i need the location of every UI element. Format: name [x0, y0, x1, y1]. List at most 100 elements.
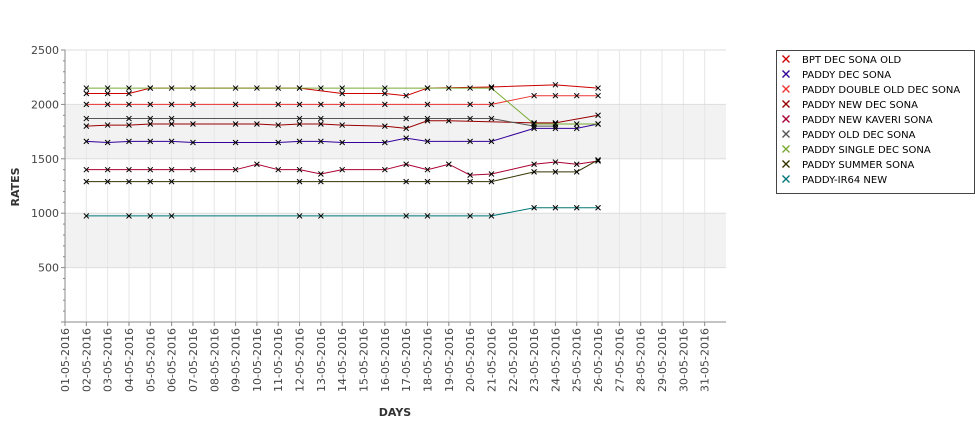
data-point	[381, 90, 388, 97]
data-point	[339, 90, 346, 97]
legend-item: PADDY NEW KAVERI SONA	[782, 115, 933, 126]
plot-bands	[65, 104, 726, 268]
x-tick-label: 06-05-2016	[166, 328, 179, 392]
legend-item: PADDY-IR64 NEW	[782, 175, 887, 186]
data-point	[424, 117, 431, 124]
axes	[61, 49, 726, 326]
data-point	[104, 90, 111, 97]
legend-item: PADDY SUMMER SONA	[782, 160, 914, 171]
data-point	[254, 161, 260, 168]
x-tick-label: 19-05-2016	[443, 328, 456, 392]
data-point	[126, 85, 132, 91]
legend-item: PADDY DOUBLE OLD DEC SONA	[782, 85, 960, 96]
x-tick-label: 31-05-2016	[699, 328, 712, 392]
data-point	[83, 101, 90, 108]
data-point	[232, 101, 239, 108]
x-tick-label: 17-05-2016	[400, 328, 413, 392]
data-point	[424, 178, 431, 185]
data-point	[275, 122, 282, 128]
y-tick-label: 500	[38, 262, 59, 275]
legend-label: BPT DEC SONA OLD	[802, 55, 902, 66]
data-point	[126, 122, 132, 128]
data-point	[104, 166, 111, 173]
data-point	[147, 213, 154, 219]
data-point	[531, 125, 537, 132]
data-point	[467, 213, 473, 219]
data-point	[104, 85, 111, 91]
data-point	[339, 166, 346, 173]
legend-marker	[782, 175, 790, 183]
legend-item: BPT DEC SONA OLD	[782, 55, 902, 66]
x-tick-label: 13-05-2016	[315, 328, 328, 392]
data-point	[403, 161, 410, 168]
data-point	[232, 121, 239, 127]
x-tick-label: 03-05-2016	[102, 328, 115, 392]
y-tick-label: 2500	[31, 44, 59, 57]
series-2	[83, 92, 601, 108]
data-point	[339, 101, 346, 108]
x-tick-label: 07-05-2016	[187, 328, 200, 392]
x-tick-label: 20-05-2016	[464, 328, 477, 392]
x-tick-label: 02-05-2016	[80, 328, 93, 392]
data-point	[595, 121, 601, 127]
data-point	[190, 139, 196, 146]
y-tick-label: 1000	[31, 207, 59, 220]
data-point	[488, 85, 495, 91]
data-point	[104, 139, 111, 146]
legend-marker	[782, 85, 790, 93]
data-point	[275, 85, 282, 91]
data-point	[190, 85, 196, 91]
data-point	[573, 92, 580, 99]
data-point	[467, 172, 473, 178]
x-tick-label: 04-05-2016	[123, 328, 136, 392]
series-line	[86, 118, 556, 127]
data-point	[168, 121, 175, 127]
data-point	[296, 213, 303, 219]
data-point	[531, 169, 537, 175]
data-point	[296, 121, 303, 127]
data-point	[488, 178, 495, 185]
data-point	[190, 121, 196, 127]
data-point	[403, 178, 410, 185]
data-point	[445, 85, 452, 91]
legend-item: PADDY NEW DEC SONA	[782, 100, 918, 111]
series-5	[83, 115, 559, 130]
data-point	[573, 204, 580, 211]
data-point	[296, 138, 303, 145]
data-point	[168, 138, 175, 145]
data-point	[424, 166, 431, 173]
data-point	[232, 166, 239, 173]
grid-lines	[64, 49, 726, 322]
data-point	[147, 166, 154, 173]
x-tick-label: 10-05-2016	[251, 328, 264, 392]
legend-label: PADDY DOUBLE OLD DEC SONA	[802, 85, 960, 96]
tick-labels: 500 1000 1500 2000 2500 01-05-2016 02-05-2016 0…	[31, 44, 712, 392]
data-point	[467, 115, 473, 122]
x-tick-label: 12-05-2016	[294, 328, 307, 392]
data-point	[168, 115, 175, 122]
data-point	[126, 178, 132, 185]
legend-marker	[782, 115, 790, 123]
data-point	[190, 101, 196, 108]
data-point	[595, 92, 601, 99]
data-point	[296, 85, 303, 91]
series-line	[86, 84, 599, 97]
x-tick-label: 24-05-2016	[549, 328, 562, 392]
data-point	[168, 178, 175, 185]
data-point	[147, 101, 154, 108]
data-point	[531, 92, 537, 99]
y-tick-label: 1500	[31, 153, 59, 166]
x-tick-label: 22-05-2016	[507, 328, 520, 392]
data-point	[83, 166, 90, 173]
legend-label: PADDY OLD DEC SONA	[802, 130, 916, 141]
y-tick-label: 2000	[31, 98, 59, 111]
legend-box	[776, 50, 975, 194]
data-point	[531, 204, 537, 211]
series-6	[83, 85, 601, 127]
x-tick-label: 18-05-2016	[421, 328, 434, 392]
data-point	[339, 122, 346, 128]
data-point	[595, 204, 601, 211]
data-point	[403, 115, 410, 122]
legend-label: PADDY-IR64 NEW	[802, 175, 887, 186]
data-point	[403, 92, 410, 99]
